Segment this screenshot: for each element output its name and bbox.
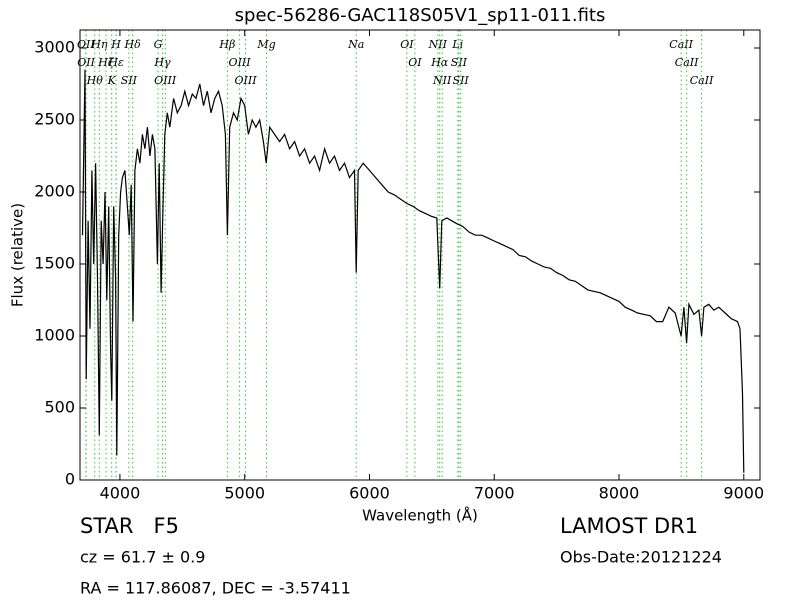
spectral-line-label: Li <box>451 38 463 51</box>
spectral-line-label: SII <box>453 74 470 87</box>
x-tick-label: 7000 <box>474 484 515 503</box>
spectral-line-label: Hγ <box>153 56 171 69</box>
x-tick-label: 9000 <box>723 484 764 503</box>
spectral-line-label: CaII <box>675 56 699 69</box>
spectral-line-label: NII <box>432 74 452 87</box>
y-tick-label: 3000 <box>34 38 75 57</box>
spectral-line-label: OI <box>408 56 422 69</box>
object-class: STAR F5 <box>80 514 179 538</box>
survey: LAMOST DR1 <box>560 514 698 538</box>
y-tick-label: 500 <box>44 398 75 417</box>
plot-frame <box>79 29 761 481</box>
spectral-line-label: OII <box>77 56 95 69</box>
y-tick-label: 1000 <box>34 326 75 345</box>
spectral-line-label: CaII <box>690 74 714 87</box>
x-tick-label: 4000 <box>100 484 141 503</box>
spectral-line-label: NII <box>428 38 448 51</box>
x-tick-label: 6000 <box>349 484 390 503</box>
spectral-line-label: G <box>154 38 163 51</box>
x-tick-label: 8000 <box>599 484 640 503</box>
spectral-line-label: Mg <box>256 38 275 51</box>
spectral-line-label: SII <box>451 56 468 69</box>
y-tick-label: 2500 <box>34 110 75 129</box>
spectral-line-label: Hα <box>430 56 449 69</box>
x-tick-label: 5000 <box>224 484 265 503</box>
spectral-line-label: SII <box>121 74 138 87</box>
spectral-line-label: OIII <box>229 56 252 69</box>
spectral-line-label: Hη <box>90 38 108 51</box>
y-axis-label: Flux (relative) <box>9 203 27 307</box>
coordinates: RA = 117.86087, DEC = -3.57411 <box>80 579 351 598</box>
spectral-line-label: OIII <box>154 74 177 87</box>
spectrum <box>81 69 745 473</box>
spectral-line-label: Hθ <box>86 74 104 87</box>
y-tick-label: 2000 <box>34 182 75 201</box>
x-axis-label: Wavelength (Å) <box>362 506 478 525</box>
spectral-line-label: Hε <box>107 56 124 69</box>
spectral-line-label: Hβ <box>218 38 235 51</box>
chart-title: spec-56286-GAC118S05V1_sp11-011.fits <box>235 5 606 26</box>
spectral-line-label: K <box>107 74 117 87</box>
spectral-line-label: CaII <box>669 38 693 51</box>
spectral-line-label: OIII <box>235 74 258 87</box>
y-tick-label: 1500 <box>34 254 75 273</box>
spectral-line-label: Hζ <box>97 56 115 69</box>
spectral-line-label: Hδ <box>124 38 142 51</box>
redshift: cz = 61.7 ± 0.9 <box>80 548 205 567</box>
y-tick-label: 0 <box>65 470 75 489</box>
obs-date: Obs-Date:20121224 <box>560 548 722 567</box>
spectral-line-label: Na <box>347 38 364 51</box>
spectral-line-label: OI <box>400 38 414 51</box>
